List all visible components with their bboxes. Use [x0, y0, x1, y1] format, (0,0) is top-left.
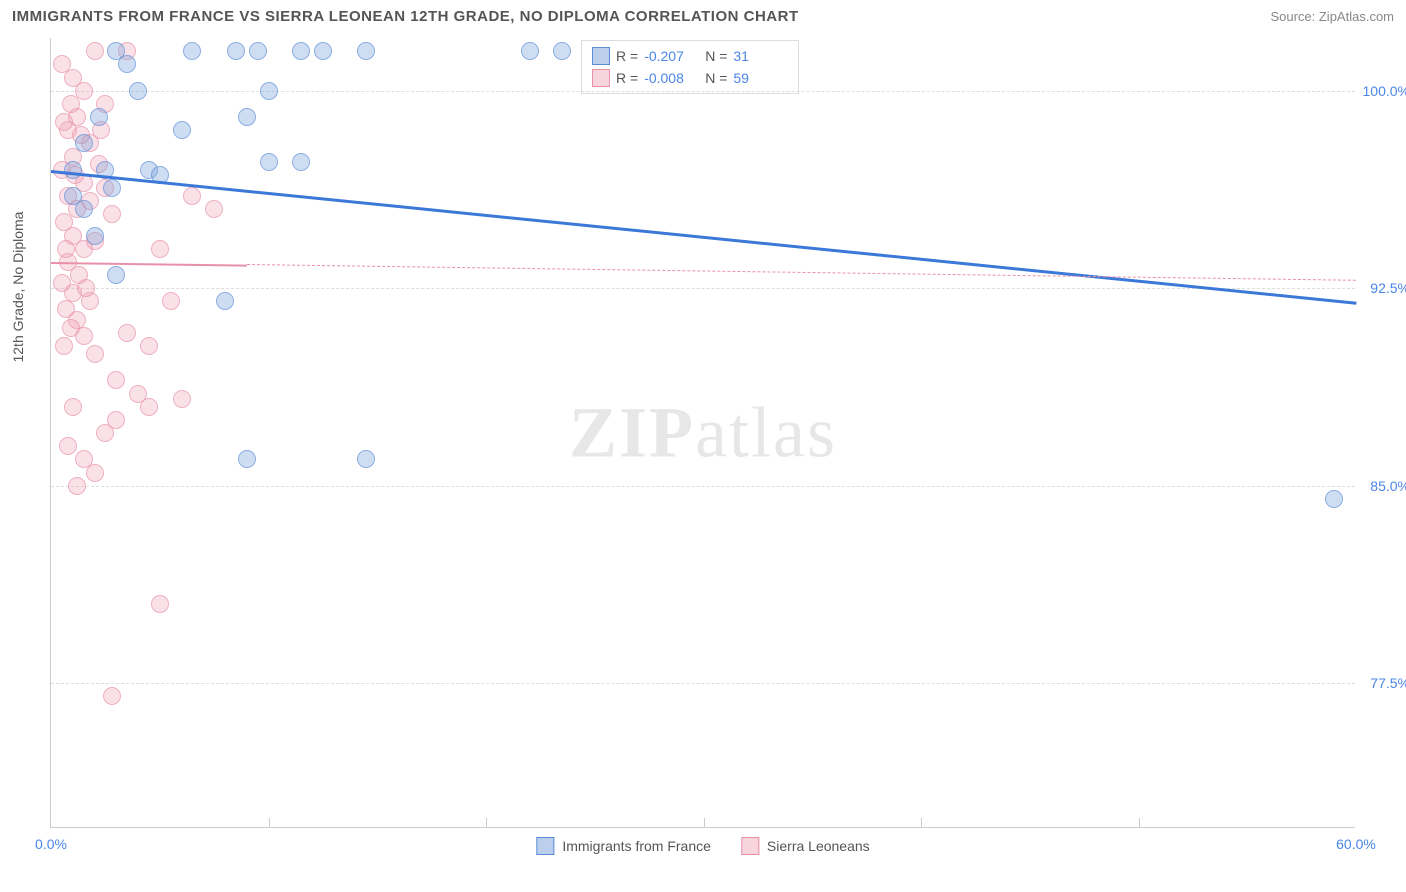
scatter-point	[357, 42, 375, 60]
scatter-point	[77, 279, 95, 297]
scatter-point	[314, 42, 332, 60]
scatter-point	[183, 42, 201, 60]
scatter-point	[75, 200, 93, 218]
legend-r-value: -0.008	[644, 70, 699, 86]
scatter-point	[173, 121, 191, 139]
scatter-point	[216, 292, 234, 310]
scatter-point	[86, 42, 104, 60]
legend-swatch-icon	[592, 69, 610, 87]
scatter-point	[103, 687, 121, 705]
scatter-point	[86, 464, 104, 482]
scatter-point	[64, 161, 82, 179]
scatter-point	[183, 187, 201, 205]
gridline-horizontal	[51, 288, 1355, 289]
gridline-horizontal	[51, 91, 1355, 92]
x-tick-mark	[921, 818, 922, 828]
scatter-point	[107, 371, 125, 389]
scatter-point	[118, 55, 136, 73]
scatter-point	[103, 179, 121, 197]
scatter-point	[292, 42, 310, 60]
y-tick-label: 100.0%	[1363, 83, 1406, 99]
chart-source: Source: ZipAtlas.com	[1270, 9, 1394, 24]
scatter-point	[292, 153, 310, 171]
scatter-point	[75, 134, 93, 152]
scatter-point	[86, 227, 104, 245]
scatter-point	[140, 398, 158, 416]
scatter-point	[55, 113, 73, 131]
scatter-point	[140, 337, 158, 355]
legend-series-item: Immigrants from France	[536, 837, 711, 855]
scatter-point	[107, 411, 125, 429]
scatter-point	[107, 266, 125, 284]
scatter-point	[1325, 490, 1343, 508]
chart-plot-area: ZIPatlas R =-0.207N =31R =-0.008N =59 Im…	[50, 38, 1355, 828]
watermark-text: ZIPatlas	[569, 391, 837, 474]
scatter-point	[86, 345, 104, 363]
scatter-point	[129, 82, 147, 100]
legend-r-value: -0.207	[644, 48, 699, 64]
scatter-point	[249, 42, 267, 60]
x-tick-mark	[486, 818, 487, 828]
legend-row: R = -0.008 N = 59	[592, 67, 788, 89]
scatter-point	[59, 437, 77, 455]
x-tick-label: 0.0%	[35, 836, 67, 852]
scatter-point	[238, 450, 256, 468]
y-tick-label: 85.0%	[1370, 478, 1406, 494]
scatter-point	[521, 42, 539, 60]
scatter-point	[57, 240, 75, 258]
x-tick-mark	[269, 818, 270, 828]
gridline-horizontal	[51, 683, 1355, 684]
y-axis-label: 12th Grade, No Diploma	[10, 212, 26, 363]
legend-series-label: Immigrants from France	[562, 838, 711, 854]
legend-swatch-icon	[536, 837, 554, 855]
chart-title: IMMIGRANTS FROM FRANCE VS SIERRA LEONEAN…	[12, 8, 799, 25]
scatter-point	[162, 292, 180, 310]
legend-swatch-icon	[592, 47, 610, 65]
trend-line	[51, 170, 1356, 305]
scatter-point	[260, 82, 278, 100]
chart-header: IMMIGRANTS FROM FRANCE VS SIERRA LEONEAN…	[0, 0, 1406, 29]
scatter-point	[103, 205, 121, 223]
scatter-point	[357, 450, 375, 468]
y-tick-label: 92.5%	[1370, 280, 1406, 296]
legend-swatch-icon	[741, 837, 759, 855]
scatter-point	[68, 477, 86, 495]
scatter-point	[64, 398, 82, 416]
scatter-point	[90, 108, 108, 126]
scatter-point	[62, 95, 80, 113]
scatter-point	[205, 200, 223, 218]
scatter-point	[553, 42, 571, 60]
legend-series-item: Sierra Leoneans	[741, 837, 870, 855]
scatter-point	[238, 108, 256, 126]
legend-r-label: R =	[616, 70, 638, 86]
legend-n-label: N =	[705, 48, 727, 64]
series-legend: Immigrants from France Sierra Leoneans	[536, 837, 869, 855]
correlation-legend: R = -0.207 N = 31 R = -0.008 N = 59	[581, 40, 799, 94]
legend-n-label: N =	[705, 70, 727, 86]
scatter-point	[260, 153, 278, 171]
legend-r-label: R =	[616, 48, 638, 64]
legend-n-value: 31	[733, 48, 788, 64]
x-tick-mark	[1139, 818, 1140, 828]
y-tick-label: 77.5%	[1370, 675, 1406, 691]
legend-row: R = -0.207 N = 31	[592, 45, 788, 67]
scatter-point	[118, 324, 136, 342]
scatter-point	[173, 390, 191, 408]
scatter-point	[55, 337, 73, 355]
legend-n-value: 59	[733, 70, 788, 86]
gridline-horizontal	[51, 486, 1355, 487]
trend-line	[247, 264, 1356, 281]
scatter-point	[227, 42, 245, 60]
x-tick-label: 60.0%	[1336, 836, 1376, 852]
x-tick-mark	[704, 818, 705, 828]
scatter-point	[151, 240, 169, 258]
legend-series-label: Sierra Leoneans	[767, 838, 870, 854]
scatter-point	[151, 595, 169, 613]
scatter-point	[75, 327, 93, 345]
